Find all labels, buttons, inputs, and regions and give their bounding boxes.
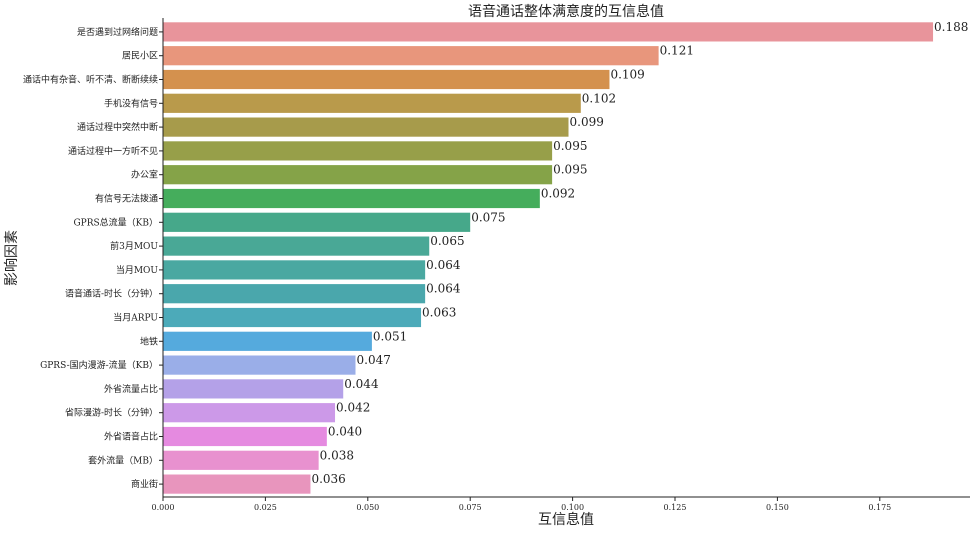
data-label: 0.042	[336, 401, 370, 415]
data-label: 0.188	[934, 20, 968, 34]
category-label: GPRS-国内漫游-流量（KB）	[40, 359, 158, 371]
category-label: 地铁	[140, 335, 158, 347]
data-label: 0.047	[357, 353, 391, 367]
category-label: 套外流量（MB）	[88, 454, 158, 466]
data-label: 0.063	[422, 306, 456, 320]
data-label: 0.121	[660, 44, 694, 58]
category-label: 通话过程中突然中断	[77, 121, 158, 133]
category-label: 办公室	[131, 169, 158, 181]
data-label: 0.102	[582, 91, 616, 105]
category-label: 外省语音占比	[104, 431, 158, 443]
bars-group	[163, 22, 934, 494]
chart-title: 语音通话整体满意度的互信息值	[468, 3, 664, 20]
category-label: 通话过程中一方听不见	[68, 145, 158, 157]
category-label: 通话中有杂音、听不清、断断续续	[23, 74, 158, 86]
category-label: 省际漫游-时长（分钟）	[65, 407, 158, 419]
data-label: 0.038	[320, 448, 354, 462]
x-tick-label: 0.150	[766, 503, 789, 512]
data-label: 0.099	[570, 115, 604, 129]
bar	[163, 450, 319, 470]
x-tick-label: 0.000	[152, 503, 175, 512]
data-label: 0.040	[328, 425, 362, 439]
category-label: 当月ARPU	[113, 312, 158, 324]
bar	[163, 141, 553, 161]
bar	[163, 331, 372, 351]
category-label: 前3月MOU	[110, 240, 158, 252]
data-label: 0.064	[426, 258, 461, 272]
x-tick-label: 0.100	[561, 503, 584, 512]
bar	[163, 284, 426, 304]
category-label: 语音通话-时长（分钟）	[65, 288, 158, 300]
x-tick-label: 0.075	[459, 503, 482, 512]
data-label: 0.064	[426, 282, 461, 296]
bar	[163, 188, 540, 209]
data-label: 0.036	[311, 472, 345, 486]
category-labels: 是否遇到过网络问题居民小区通话中有杂音、听不清、断断续续手机没有信号通话过程中突…	[23, 26, 158, 490]
data-label: 0.095	[553, 163, 587, 177]
x-axis-ticks: 0.000 0.025 0.050 0.075 0.100 0.125 0.150 0.175	[152, 31, 891, 512]
data-label: 0.109	[610, 68, 644, 82]
data-label: 0.075	[471, 210, 505, 224]
bar	[163, 426, 327, 447]
category-label: 有信号无法拨通	[95, 193, 158, 205]
data-labels: 0.188 0.121 0.109 0.102 0.099 0.095 0.095 0.092…	[311, 20, 968, 486]
data-label: 0.044	[344, 377, 379, 391]
x-tick-label: 0.175	[868, 503, 891, 512]
data-label: 0.051	[373, 329, 407, 343]
bar	[163, 474, 311, 494]
category-label: 外省流量占比	[104, 383, 158, 395]
data-label: 0.092	[541, 187, 575, 201]
bar	[163, 69, 610, 90]
x-tick-label: 0.025	[254, 503, 277, 512]
y-axis-title: 影响因素	[4, 230, 20, 286]
bar	[163, 236, 430, 256]
bar	[163, 117, 569, 137]
category-label: 居民小区	[122, 51, 158, 62]
category-label: 手机没有信号	[104, 97, 158, 109]
category-label: 当月MOU	[116, 264, 159, 276]
bar	[163, 307, 422, 328]
bar	[163, 260, 426, 280]
x-axis-title: 互信息值	[538, 511, 594, 528]
bar	[163, 379, 344, 399]
category-label: 是否遇到过网络问题	[77, 26, 158, 38]
bar	[163, 355, 356, 375]
bar	[163, 403, 336, 423]
category-label: 商业街	[131, 478, 158, 490]
bar	[163, 93, 581, 113]
data-label: 0.065	[430, 234, 464, 248]
bar	[163, 22, 934, 42]
category-label: GPRS总流量（KB）	[73, 216, 158, 228]
x-tick-label: 0.125	[664, 503, 687, 512]
bar	[163, 46, 659, 66]
data-label: 0.095	[553, 139, 587, 153]
bar	[163, 212, 471, 232]
bar	[163, 165, 553, 185]
x-tick-label: 0.050	[356, 503, 379, 512]
